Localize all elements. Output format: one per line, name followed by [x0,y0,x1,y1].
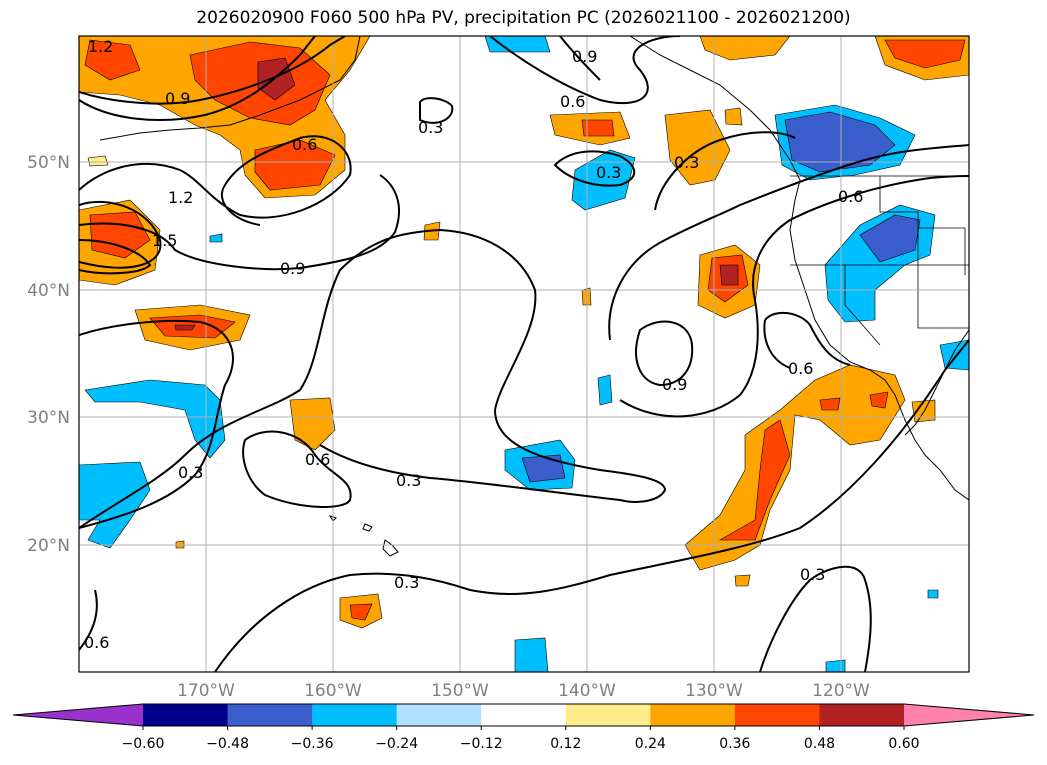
colorbar-tick-label: −0.60 [122,736,165,752]
lat-label: 30°N [27,408,70,428]
state-borders [790,175,969,346]
contour-label: 0.3 [596,163,621,182]
colorbar: −0.60 −0.48 −0.36 −0.24 −0.12 0.12 0.24 0.36 0.4… [12,703,1035,752]
contour-label: 1.2 [168,188,193,207]
colorbar-tick-label: 0.36 [719,736,750,752]
lat-label: 40°N [27,281,70,301]
contour-label: 0.6 [84,633,109,652]
contour-label: 0.3 [418,118,443,137]
map-frame [78,35,970,673]
lon-label: 160°W [304,681,362,701]
colorbar-segment [734,704,820,726]
contour-label: 0.6 [292,135,317,154]
lon-axis: 170°W 160°W 150°W 140°W 130°W 120°W [177,681,870,701]
contour-label: 0.3 [396,471,421,490]
colorbar-tick-label: 0.12 [550,736,581,752]
lon-label: 150°W [431,681,489,701]
contour-label: 0.3 [800,565,825,584]
contour-label: 1.5 [152,231,177,250]
contour-label: 0.9 [662,375,687,394]
colorbar-segment [312,704,398,726]
contour-label: 0.3 [674,153,699,172]
contour-label: 0.6 [305,450,330,469]
pv-contours [79,36,969,672]
contour-label: 0.9 [165,89,190,108]
contour-label: 0.3 [394,573,419,592]
lat-axis: 50°N 40°N 30°N 20°N [27,153,70,556]
contour-label: 0.6 [838,187,863,206]
colorbar-segment [143,704,229,726]
colorbar-extend-high [904,704,1034,726]
contour-label: 0.6 [788,359,813,378]
colorbar-segment [481,704,567,726]
colorbar-segment [227,704,313,726]
colorbar-tick-label: −0.24 [375,736,418,752]
contour-label: 0.3 [178,463,203,482]
contour-label: 0.9 [280,259,305,278]
contour-labels: 1.2 0.9 0.6 1.2 1.5 0.9 0.3 0.9 0.6 0.3 … [84,37,863,652]
lat-label: 20°N [27,536,70,556]
chart-title: 2026020900 F060 500 hPa PV, precipitatio… [196,8,851,28]
contour-label: 1.2 [88,37,113,56]
lon-label: 130°W [685,681,743,701]
colorbar-tick-label: −0.36 [291,736,334,752]
colorbar-segment [650,704,736,726]
lon-label: 170°W [177,681,235,701]
colorbar-tick-label: −0.48 [206,736,249,752]
graticule [79,36,969,672]
colorbar-tick-label: 0.60 [888,736,919,752]
colorbar-extend-low [13,704,143,726]
colorbar-tick-label: 0.48 [804,736,835,752]
lon-label: 140°W [558,681,616,701]
lon-label: 120°W [812,681,870,701]
colorbar-segment [396,704,482,726]
contour-label: 0.6 [560,92,585,111]
colorbar-tick-label: 0.24 [635,736,666,752]
map-area: 1.2 0.9 0.6 1.2 1.5 0.9 0.3 0.9 0.6 0.3 … [79,36,969,672]
lat-label: 50°N [27,153,70,173]
colorbar-tick-label: −0.12 [460,736,503,752]
contour-label: 0.9 [572,47,597,66]
colorbar-segment [565,704,651,726]
colorbar-segment [819,704,905,726]
